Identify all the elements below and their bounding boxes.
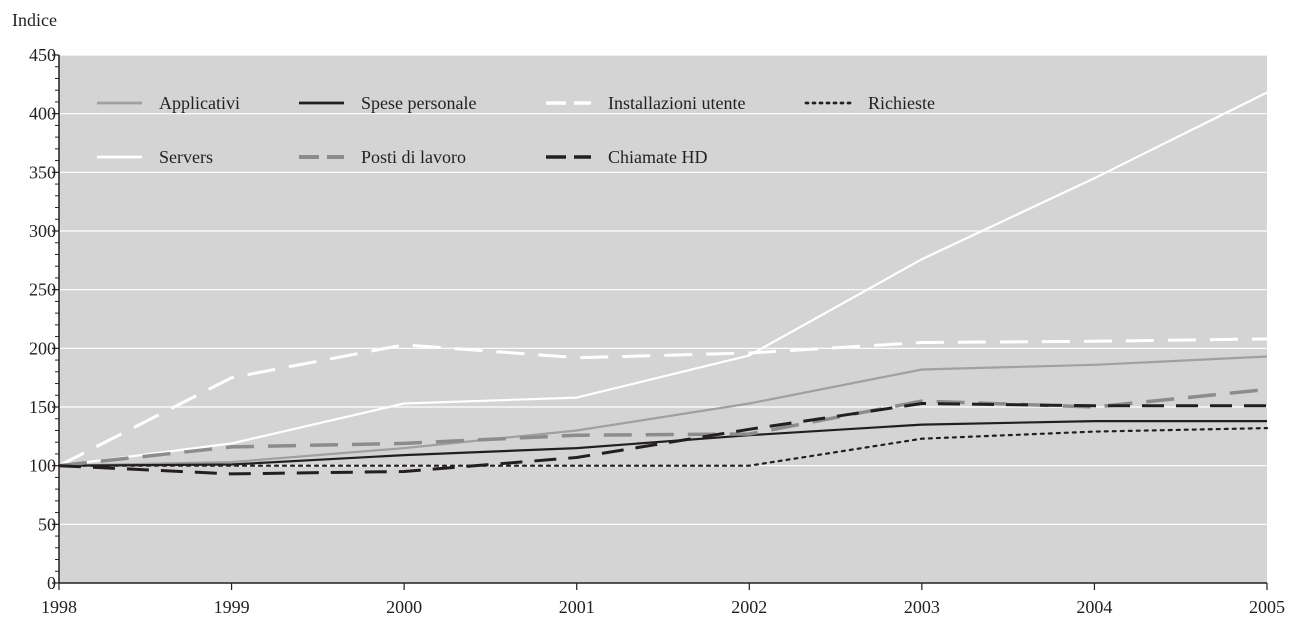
y-tick-label: 250 — [29, 280, 56, 300]
legend-label-1: Spese personale — [361, 93, 476, 113]
series-line-4 — [58, 91, 1268, 467]
legend-label-3: Richieste — [868, 93, 935, 113]
x-tick-label: 2001 — [559, 597, 595, 617]
legend-label-5: Posti di lavoro — [361, 147, 466, 167]
axes: 0 50 100 150 200 250 300 350 400 450 1998 1999 2000 2… — [29, 45, 1285, 617]
x-tick-label: 2000 — [386, 597, 422, 617]
series-lines — [57, 91, 1269, 476]
y-tick-label: 150 — [29, 397, 56, 417]
legend-label-2: Installazioni utente — [608, 93, 745, 113]
series-line-1 — [58, 420, 1267, 467]
x-tick-label: 2004 — [1076, 597, 1112, 617]
plot-background — [59, 55, 1267, 583]
legend-label-0: Applicativi — [159, 93, 240, 113]
y-tick-label: 100 — [29, 456, 56, 476]
x-tick-label: 2003 — [904, 597, 940, 617]
y-tick-label: 350 — [29, 162, 56, 182]
series-line-3 — [57, 427, 1269, 467]
x-tick-label: 2002 — [731, 597, 767, 617]
y-tick-label: 0 — [47, 573, 56, 593]
series-line-0 — [58, 355, 1268, 467]
y-tick-label: 50 — [38, 514, 56, 534]
x-tick-label: 1998 — [41, 597, 77, 617]
y-tick-label: 400 — [29, 104, 56, 124]
series-line-2 — [58, 337, 1268, 468]
series-line-5 — [58, 387, 1268, 468]
legend-label-6: Chiamate HD — [608, 147, 707, 167]
legend-label-4: Servers — [159, 147, 213, 167]
y-tick-label: 300 — [29, 221, 56, 241]
legend: Applicativi Spese personale Installazioni … — [97, 93, 935, 167]
y-tick-label: 450 — [29, 45, 56, 65]
y-tick-label: 200 — [29, 338, 56, 358]
y-axis-title: Indice — [12, 10, 57, 30]
x-tick-label: 1999 — [214, 597, 250, 617]
x-tick-label: 2005 — [1249, 597, 1285, 617]
